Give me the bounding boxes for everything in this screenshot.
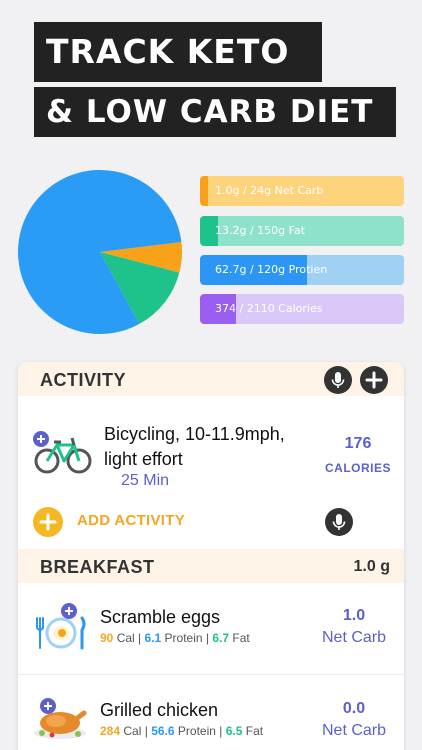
activity-name: Bicycling, 10-11.9mph, light effort [104,422,285,472]
food-protein-label: Protein [177,724,216,738]
net-carb-bar: 1.0g / 24g Net Carb [200,176,404,206]
breakfast-section-title: BREAKFAST [40,557,155,577]
food-fat-label: Fat [245,724,264,738]
protein-bar: 62.7g / 120g Protien [200,255,404,285]
activity-calories-label: CALORIES [324,461,391,475]
breakfast-section-header: BREAKFAST 1.0 g [18,549,404,583]
macro-pie-chart [18,170,182,334]
food-fat: 6.7 [212,631,230,645]
protein-bar-fill [200,255,307,285]
calories-bar: 374 / 2110 Calories [200,294,404,324]
chicken-icon [34,698,87,739]
headline-line-1: TRACK KETO [34,22,322,82]
activity-voice-button[interactable] [325,508,353,536]
fat-bar: 13.2g / 150g Fat [200,216,404,246]
add-activity-label[interactable]: ADD ACTIVITY [77,512,186,529]
activity-duration: 25 Min [121,472,170,489]
food-calories-label: Cal [116,631,135,645]
activity-name-line-1: Bicycling, 10-11.9mph, [104,424,285,444]
food-name: Scramble eggs [100,607,221,627]
fat-bar-label: 13.2g / 150g Fat [215,224,306,237]
food-protein: 6.1 [144,631,162,645]
add-activity-header-button[interactable] [360,366,388,394]
food-calories: 284 [100,724,121,738]
activity-calories-value: 176 [344,435,372,452]
food-net-carb-value: 1.0 [342,607,366,624]
activity-name-line-2: light effort [104,449,183,469]
food-net-carb-value: 0.0 [342,700,366,717]
food-nutrition: 90 Cal | 6.1 Protein | 6.7 Fat [100,631,250,645]
pie-slice-protein [18,170,182,334]
diary-card: ACTIVITY Bicycling, 10-11.9mph, light ef [18,362,404,750]
food-protein: 56.6 [151,724,175,738]
mic-icon [332,514,346,530]
food-calories: 90 [100,631,114,645]
activity-section-title: ACTIVITY [40,370,127,390]
food-fat-label: Fat [232,631,250,645]
food-net-carb-label: Net Carb [321,629,387,646]
plus-icon [39,513,57,531]
protein-bar-label: 62.7g / 120g Protien [215,263,328,276]
breakfast-total: 1.0 g [353,558,390,575]
food-protein-label: Protein [164,631,203,645]
plate-icon [36,603,86,650]
add-activity-button[interactable] [33,507,63,537]
pie-slice-fat [100,252,180,324]
row-divider [18,674,404,675]
plus-icon [365,371,383,389]
food-nutrition: 284 Cal | 56.6 Protein | 6.5 Fat [100,724,264,738]
pie-slice-carb [100,242,182,273]
net-carb-bar-label: 1.0g / 24g Net Carb [215,184,324,197]
mic-icon [331,372,345,388]
calories-bar-label: 374 / 2110 Calories [215,302,323,315]
voice-input-button[interactable] [324,366,352,394]
fat-bar-fill [200,216,218,246]
calories-bar-fill [200,294,237,324]
headline-line-2: & LOW CARB DIET [34,87,396,137]
food-name: Grilled chicken [100,700,219,720]
bicycle-icon [33,431,92,474]
food-calories-label: Cal [123,724,142,738]
food-fat: 6.5 [225,724,243,738]
net-carb-bar-fill [200,176,209,206]
food-net-carb-label: Net Carb [321,722,387,739]
